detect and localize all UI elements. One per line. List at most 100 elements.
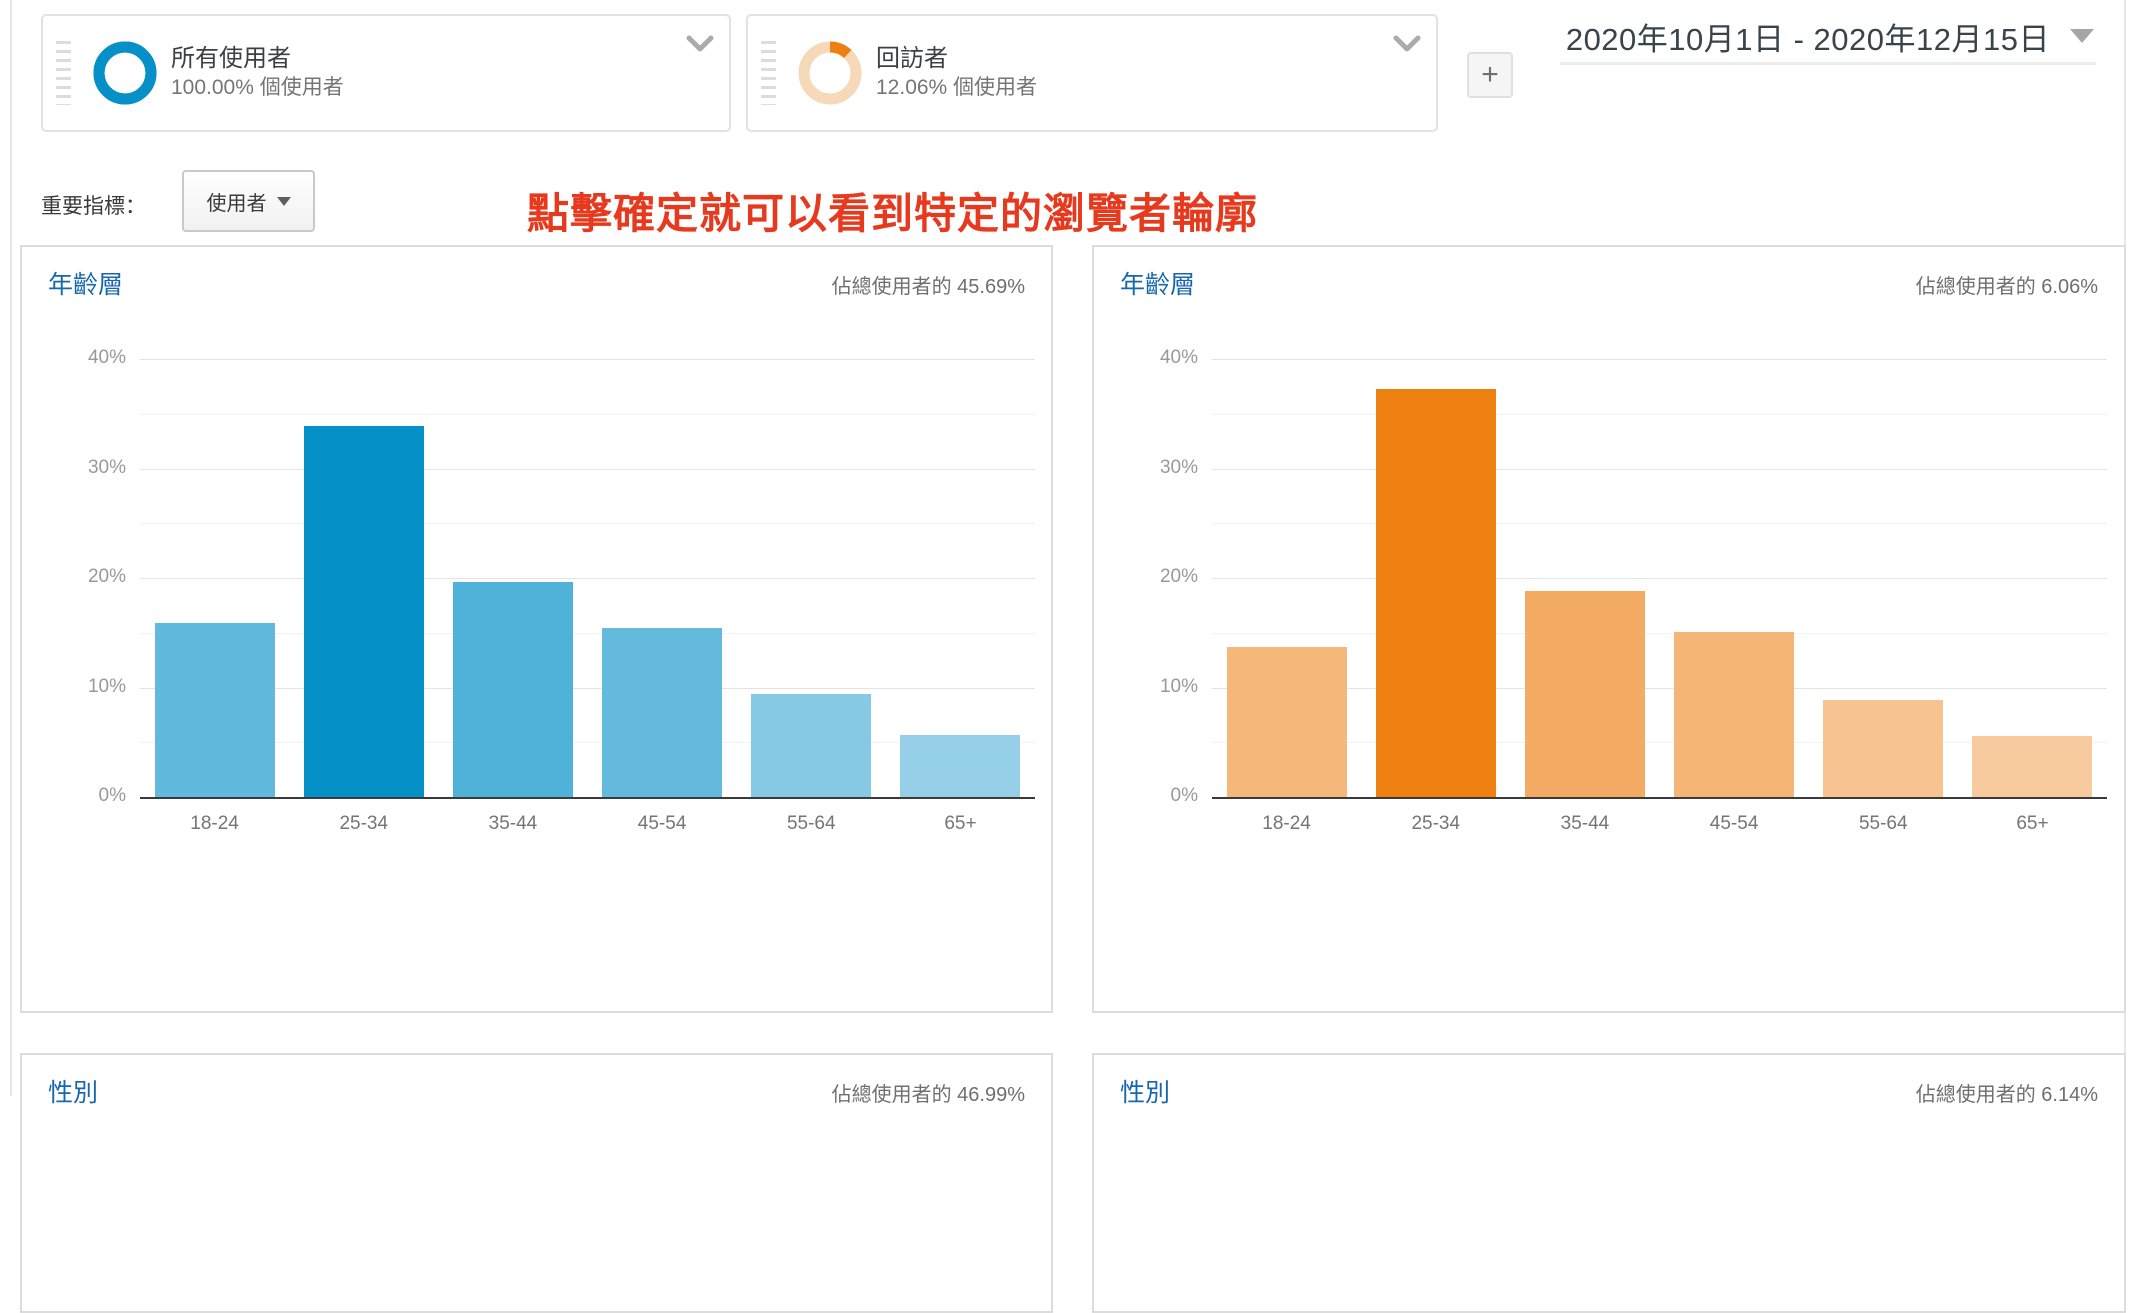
minor-gridline bbox=[140, 632, 1035, 634]
minor-gridline bbox=[1212, 632, 2107, 634]
bar-slot bbox=[289, 359, 438, 797]
y-axis-tick-label: 20% bbox=[87, 566, 126, 587]
bar-35-44[interactable] bbox=[1524, 591, 1645, 797]
gridline bbox=[140, 687, 1035, 689]
x-axis-tick-label: 65+ bbox=[2016, 813, 2049, 834]
segment-title: 回訪者 bbox=[876, 45, 948, 72]
chart-title-link[interactable]: 性別 bbox=[48, 1079, 99, 1107]
age-chart-panel-all-users: 年齡層 佔總使用者的 45.69% 40% 30% 20% 10% 0% 18-24 25-… bbox=[20, 245, 1053, 1013]
bar-45-54[interactable] bbox=[1674, 631, 1795, 797]
gridline bbox=[1212, 359, 2107, 360]
key-metric-label: 重要指標： bbox=[41, 195, 146, 218]
bars-row bbox=[1212, 359, 2107, 797]
bar-45-54[interactable] bbox=[602, 628, 723, 797]
chevron-down-icon[interactable] bbox=[685, 34, 715, 54]
bar-55-64[interactable] bbox=[1823, 699, 1944, 797]
chevron-down-icon[interactable] bbox=[1392, 34, 1422, 54]
bar-18-24[interactable] bbox=[1226, 647, 1347, 797]
chart-title-link[interactable]: 年齡層 bbox=[1120, 271, 1196, 299]
share-of-users-label: 佔總使用者的 45.69% bbox=[831, 276, 1025, 298]
x-axis-tick-label: 55-64 bbox=[786, 813, 836, 834]
bar-slot bbox=[588, 359, 737, 797]
chart-title-link[interactable]: 性別 bbox=[1120, 1079, 1171, 1107]
segment-card-all-users[interactable]: 所有使用者 100.00% 個使用者 bbox=[41, 14, 731, 132]
bar-25-34[interactable] bbox=[1375, 388, 1496, 797]
x-axis-tick-label: 18-24 bbox=[190, 813, 239, 834]
metric-dropdown-value: 使用者 bbox=[206, 192, 267, 215]
x-axis-baseline bbox=[140, 797, 1035, 799]
segment-donut-icon bbox=[798, 41, 862, 105]
x-axis-labels: 18-24 25-34 35-44 45-54 55-64 65+ bbox=[1212, 813, 2107, 835]
x-axis-tick-label: 55-64 bbox=[1858, 813, 1908, 834]
x-axis-tick-label: 25-34 bbox=[339, 813, 389, 834]
segment-subtitle: 12.06% 個使用者 bbox=[876, 76, 1038, 99]
x-axis-tick-label: 65+ bbox=[944, 813, 977, 834]
bar-slot bbox=[886, 359, 1035, 797]
gridline bbox=[1212, 687, 2107, 689]
age-chart-panel-returning: 年齡層 佔總使用者的 6.06% 40% 30% 20% 10% 0% 18-24 25-3… bbox=[1092, 245, 2126, 1013]
metric-dropdown[interactable]: 使用者 bbox=[182, 170, 315, 232]
x-axis-tick-label: 35-44 bbox=[488, 813, 538, 834]
content-left-border bbox=[10, 0, 12, 1096]
y-axis-tick-label: 10% bbox=[1159, 675, 1198, 697]
date-range-selector[interactable]: 2020年10月1日 - 2020年12月15日 bbox=[1560, 12, 2116, 60]
caret-down-icon bbox=[2070, 29, 2094, 43]
x-axis-tick-label: 18-24 bbox=[1262, 813, 1311, 834]
bar-65+[interactable] bbox=[900, 734, 1021, 797]
red-annotation-text: 點擊確定就可以看到特定的瀏覽者輪廓 bbox=[527, 190, 1259, 237]
bar-slot bbox=[1510, 359, 1659, 797]
y-axis-tick-label: 0% bbox=[98, 785, 126, 806]
drag-handle-icon[interactable] bbox=[761, 41, 776, 105]
y-axis-tick-label: 0% bbox=[1170, 785, 1198, 806]
bar-slot bbox=[737, 359, 886, 797]
add-segment-button[interactable]: + bbox=[1467, 52, 1513, 98]
caret-down-icon bbox=[276, 196, 291, 206]
bar-25-34[interactable] bbox=[303, 425, 424, 797]
x-axis-tick-label: 25-34 bbox=[1411, 813, 1461, 834]
minor-gridline bbox=[1212, 413, 2107, 415]
y-axis-tick-label: 40% bbox=[1159, 347, 1198, 368]
minor-gridline bbox=[1212, 523, 2107, 525]
bar-55-64[interactable] bbox=[751, 694, 872, 797]
segment-title: 所有使用者 bbox=[171, 45, 291, 72]
segment-subtitle: 100.00% 個使用者 bbox=[171, 76, 344, 99]
bar-65+[interactable] bbox=[1972, 735, 2093, 797]
bar-slot bbox=[438, 359, 587, 797]
minor-gridline bbox=[140, 413, 1035, 415]
date-range-underline bbox=[1560, 62, 2096, 65]
drag-handle-icon[interactable] bbox=[56, 41, 71, 105]
y-axis-tick-label: 20% bbox=[1159, 566, 1198, 587]
bar-18-24[interactable] bbox=[154, 622, 275, 797]
share-of-users-label: 佔總使用者的 6.06% bbox=[1915, 276, 2098, 298]
gender-chart-panel-all-users: 性別 佔總使用者的 46.99% bbox=[20, 1053, 1053, 1313]
age-bar-chart: 40% 30% 20% 10% 0% 18-24 25-34 35-44 45-54 55-64 6… bbox=[1094, 247, 2124, 1011]
gridline bbox=[140, 578, 1035, 579]
y-axis-tick-label: 30% bbox=[1159, 456, 1198, 478]
gridline bbox=[1212, 468, 2107, 470]
x-axis-tick-label: 45-54 bbox=[637, 813, 687, 834]
age-bar-chart: 40% 30% 20% 10% 0% 18-24 25-34 35-44 45-54 55-64 6… bbox=[22, 247, 1051, 1011]
y-axis-tick-label: 10% bbox=[87, 675, 126, 697]
gender-chart-panel-returning: 性別 佔總使用者的 6.14% bbox=[1092, 1053, 2126, 1313]
gridline bbox=[140, 359, 1035, 360]
date-range-text: 2020年10月1日 - 2020年12月15日 bbox=[1565, 21, 2050, 57]
segment-card-returning-visitors[interactable]: 回訪者 12.06% 個使用者 bbox=[746, 14, 1438, 132]
bar-slot bbox=[1809, 359, 1958, 797]
x-axis-baseline bbox=[1212, 797, 2107, 799]
minor-gridline bbox=[140, 742, 1035, 744]
chart-title-link[interactable]: 年齡層 bbox=[48, 271, 124, 299]
x-axis-labels: 18-24 25-34 35-44 45-54 55-64 65+ bbox=[140, 813, 1035, 835]
minor-gridline bbox=[1212, 742, 2107, 744]
minor-gridline bbox=[140, 523, 1035, 525]
bar-slot bbox=[1212, 359, 1361, 797]
bar-35-44[interactable] bbox=[452, 582, 573, 797]
gridline bbox=[1212, 578, 2107, 579]
y-axis-tick-label: 40% bbox=[87, 347, 126, 368]
bar-slot bbox=[140, 359, 289, 797]
y-axis-tick-label: 30% bbox=[87, 456, 126, 478]
segment-donut-icon bbox=[93, 41, 157, 105]
share-of-users-label: 佔總使用者的 46.99% bbox=[831, 1084, 1025, 1106]
x-axis-tick-label: 45-54 bbox=[1709, 813, 1759, 834]
bar-slot bbox=[1660, 359, 1809, 797]
gridline bbox=[140, 468, 1035, 470]
